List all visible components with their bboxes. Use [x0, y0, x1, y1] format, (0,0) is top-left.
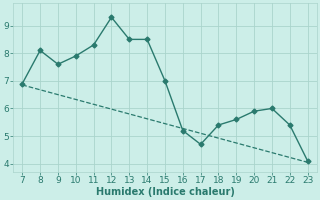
X-axis label: Humidex (Indice chaleur): Humidex (Indice chaleur) [96, 187, 234, 197]
